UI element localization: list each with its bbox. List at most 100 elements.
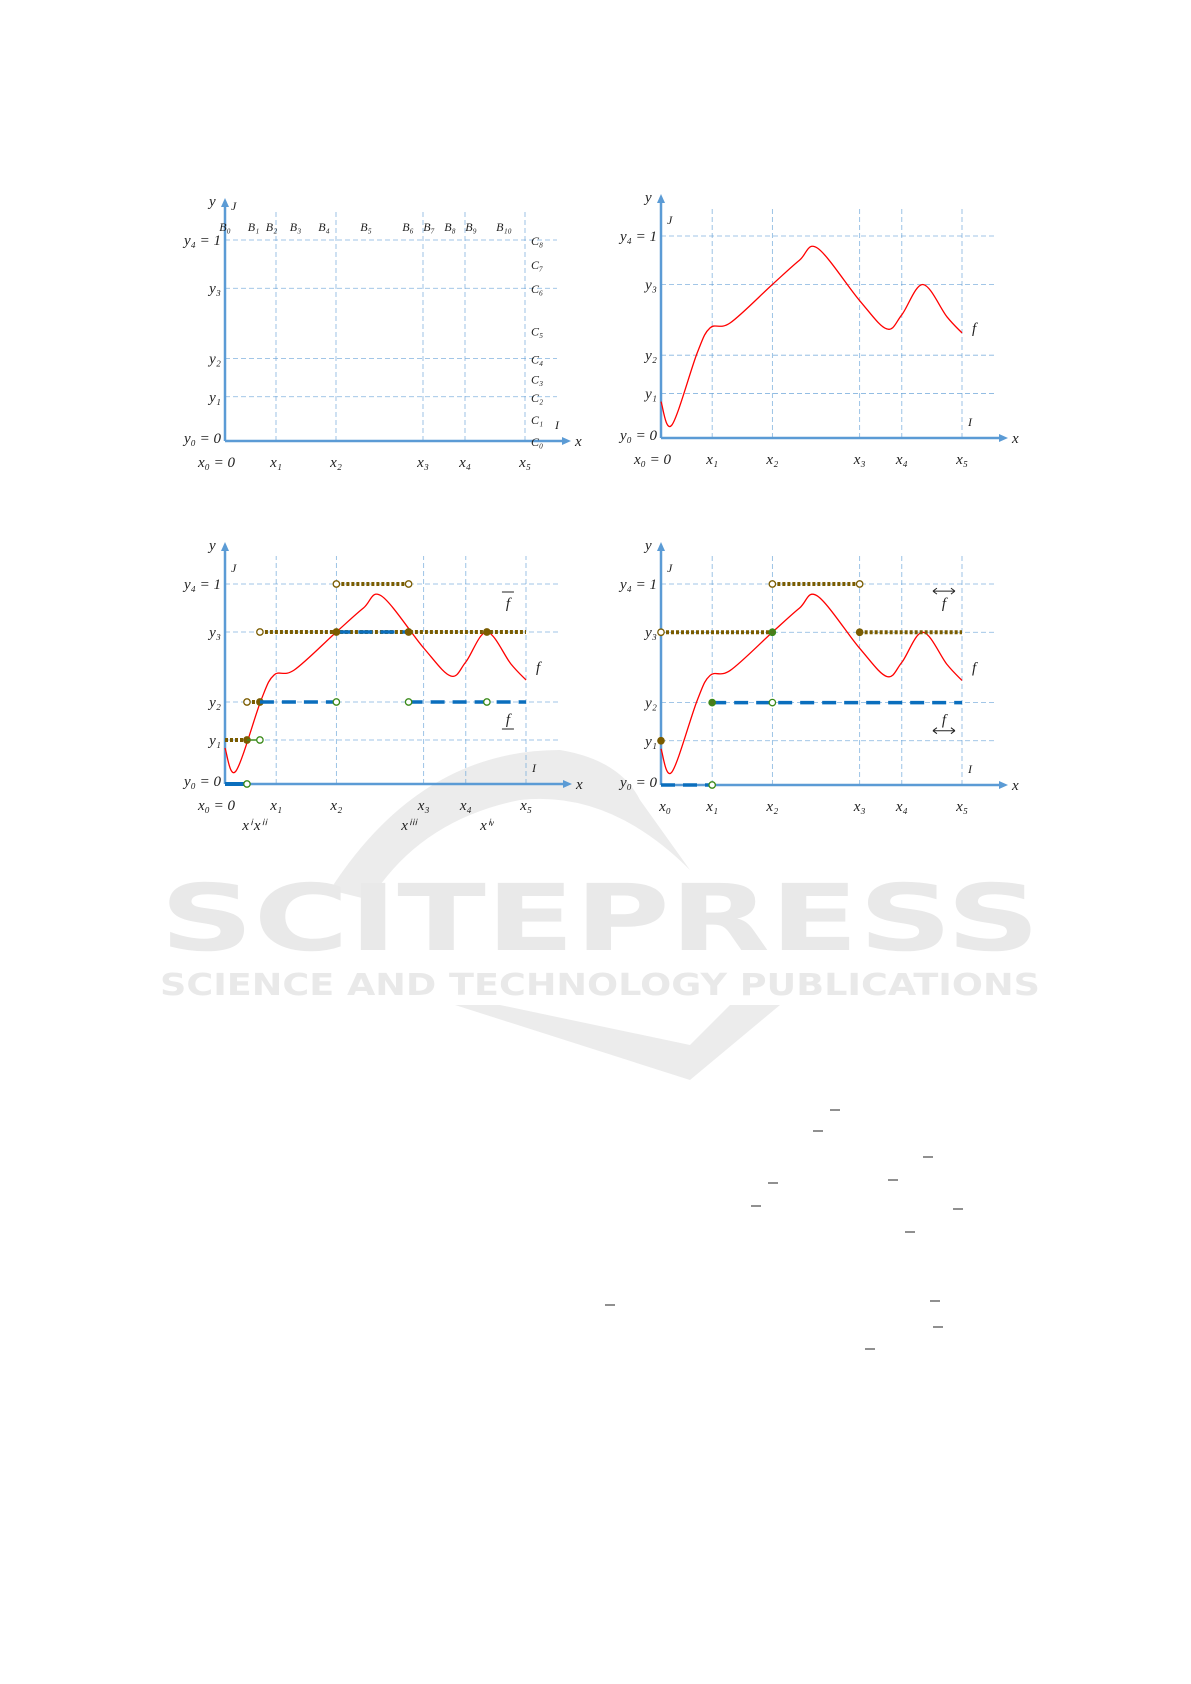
- x-tick-label: x₅: [955, 452, 968, 468]
- x-tick-label: x₃: [853, 452, 866, 468]
- cell-label: C₁: [531, 413, 543, 427]
- x-tick-label: x₅: [518, 455, 531, 471]
- x-tick-label: x₂: [329, 798, 342, 814]
- y-axis-label: y: [207, 194, 216, 210]
- closed-endpoint: [657, 736, 665, 745]
- y-tick-label: y₃: [643, 625, 657, 641]
- x-tick-label: x₅: [519, 798, 532, 814]
- x-tick-label: x₃: [416, 455, 429, 471]
- closed-endpoint: [404, 628, 413, 636]
- open-endpoint: [657, 628, 665, 637]
- block-label: B₀: [219, 220, 231, 234]
- watermark-swoosh: [330, 750, 690, 900]
- panel-interval-bounds: x y I Jx₀ x₁ x₂ x₃ x₄ x₅ y₀ = 0 y₁ y₂ y₃ y₄ = 1 f f f: [618, 538, 1019, 815]
- series-label-f: f: [506, 596, 512, 612]
- y-tick-label: y₁: [643, 387, 657, 403]
- block-label: B₆: [402, 220, 414, 234]
- block-label: B₅: [360, 220, 372, 234]
- y-tick-label: y₀ = 0: [618, 428, 657, 444]
- x-axis-arrow-icon: [563, 780, 572, 788]
- y-tick-label: y₁: [207, 733, 221, 749]
- closed-endpoint: [332, 628, 341, 636]
- block-label: B₂: [266, 220, 278, 234]
- watermark-brand: SCITEPRESS: [160, 865, 1040, 972]
- x-tick-label: x₂: [765, 799, 778, 815]
- closed-endpoint: [708, 698, 717, 707]
- open-endpoint: [332, 580, 341, 588]
- cell-label: C₃: [531, 373, 543, 387]
- block-label: B₁: [248, 220, 260, 234]
- y-axis-arrow-icon: [221, 198, 229, 207]
- block-label: B₁₀: [496, 220, 512, 234]
- series-label-f: f: [942, 596, 948, 612]
- open-endpoint: [483, 698, 491, 706]
- y-axis-arrow-icon: [657, 194, 665, 203]
- open-endpoint: [768, 698, 777, 707]
- cell-label: C₈: [531, 234, 543, 248]
- x-tick-label: x₃: [417, 798, 430, 814]
- x-tick-label: x₄: [459, 798, 472, 814]
- interval-J-label: J: [667, 213, 673, 227]
- x-tick-label: x₁: [269, 455, 282, 471]
- x-tick-label: x₀: [658, 799, 671, 815]
- series-label-f: f: [942, 713, 948, 729]
- x-tick-label: x₄: [895, 452, 908, 468]
- y-tick-label: y₀ = 0: [182, 774, 221, 790]
- y-tick-label: y₃: [207, 625, 221, 641]
- y-tick-label: y₁: [207, 390, 221, 406]
- y-axis-arrow-icon: [221, 542, 229, 551]
- panel-function: x y I Jx₀ = 0 x₁ x₂ x₃ x₄ x₅ y₀ = 0 y₁ y₂ y₃ y₄ = 1 f: [618, 190, 1019, 468]
- interval-J-label: J: [231, 561, 237, 575]
- x-tick-label: x₀ = 0: [197, 455, 235, 471]
- x-tick-label: x₁: [705, 799, 718, 815]
- x-tick-label: x₅: [955, 799, 968, 815]
- y-tick-label: y₄ = 1: [618, 229, 657, 245]
- open-endpoint: [243, 780, 251, 788]
- open-endpoint: [256, 628, 264, 636]
- block-label: B₇: [423, 220, 435, 234]
- open-endpoint: [768, 580, 777, 588]
- open-endpoint: [256, 736, 264, 744]
- interval-I-label: I: [967, 415, 973, 429]
- scitepress-watermark-logo: SCITEPRESS SCIENCE AND TECHNOLOGY PUBLIC…: [160, 750, 1040, 1080]
- open-endpoint: [404, 580, 413, 588]
- x-tick-label: x₃: [853, 799, 866, 815]
- x-tick-label: x₀ = 0: [633, 452, 671, 468]
- y-tick-label: y₀ = 0: [618, 775, 657, 791]
- series-label-f: f: [972, 660, 978, 676]
- x-tick-label: x₀ = 0: [197, 798, 235, 814]
- y-tick-label: y₂: [643, 696, 657, 712]
- block-label: B₃: [290, 220, 302, 234]
- y-tick-label: y₂: [207, 695, 221, 711]
- cell-label: C₅: [531, 324, 543, 338]
- x-axis-label: x: [1011, 778, 1019, 794]
- open-endpoint: [855, 580, 864, 588]
- x-axis-label: x: [574, 434, 582, 450]
- closed-endpoint: [483, 628, 491, 636]
- panel-partition-grid: x y I Jx₀ = 0 x₁ x₂ x₃ x₄ x₅ y₀ = 0 y₁ y₂ y₃ y₄ = 1B₀…: [182, 194, 582, 471]
- function-f-curve: [660, 593, 963, 775]
- x-axis-label: x: [575, 777, 583, 793]
- x-tick-label: x₂: [765, 452, 778, 468]
- x-extra-point-label: xⁱᵛ: [479, 818, 494, 834]
- x-axis-arrow-icon: [562, 437, 571, 445]
- x-extra-point-label: xⁱⁱⁱ: [400, 818, 418, 834]
- y-tick-label: y₁: [643, 734, 657, 750]
- open-endpoint: [708, 781, 717, 789]
- cell-label: C₇: [531, 258, 543, 272]
- double-arrow-icon: [932, 587, 956, 595]
- open-endpoint: [332, 698, 341, 706]
- x-axis-arrow-icon: [999, 781, 1008, 789]
- x-tick-label: x₂: [329, 455, 342, 471]
- figure-panels: x y I Jx₀ = 0 x₁ x₂ x₃ x₄ x₅ y₀ = 0 y₁ y₂ y₃ y₄ = 1 B₀…: [182, 190, 1019, 834]
- cell-label: C₄: [531, 353, 543, 367]
- open-endpoint: [243, 698, 251, 706]
- x-axis-label: x: [1011, 431, 1019, 447]
- function-f-curve: [224, 593, 527, 774]
- interval-I-label: I: [554, 418, 560, 432]
- function-f-curve: [660, 245, 963, 428]
- y-tick-label: y₃: [643, 277, 657, 293]
- x-axis-arrow-icon: [999, 434, 1008, 442]
